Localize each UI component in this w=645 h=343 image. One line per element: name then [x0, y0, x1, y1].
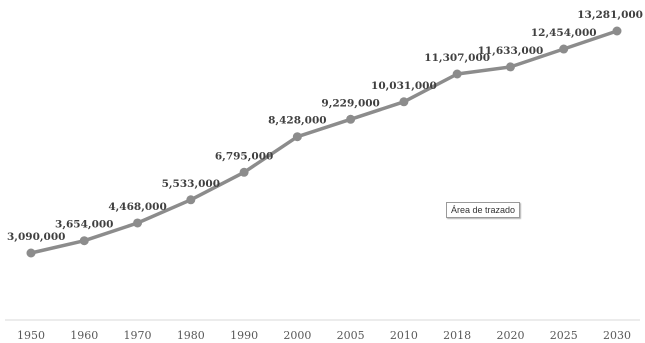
plot-area-tooltip: Área de trazado [446, 202, 521, 218]
x-tick-label: 1960 [70, 329, 98, 342]
data-point [292, 132, 302, 142]
data-label: 5,533,000 [162, 178, 220, 190]
x-tick-label: 2010 [390, 329, 418, 342]
data-point [346, 114, 356, 124]
data-point [505, 62, 515, 72]
data-label: 4,468,000 [108, 201, 166, 213]
data-label: 8,428,000 [268, 115, 326, 127]
data-point [239, 167, 249, 177]
data-label: 11,633,000 [478, 45, 544, 57]
data-point [559, 44, 569, 54]
data-label: 13,281,000 [577, 9, 643, 21]
x-tick-label: 2020 [496, 329, 524, 342]
x-tick-label: 2005 [337, 329, 365, 342]
data-label: 12,454,000 [531, 27, 597, 39]
series-layer [26, 26, 622, 258]
data-point [79, 236, 89, 246]
x-tick-layer: 1950 1960 1970 1980 1990 2000 2005 2010 2018 2020… [17, 329, 631, 342]
x-tick-label: 1970 [124, 329, 152, 342]
data-label: 9,229,000 [321, 97, 379, 109]
x-tick-label: 2025 [550, 329, 578, 342]
data-label: 11,307,000 [424, 52, 490, 64]
x-tick-label: 2030 [603, 329, 631, 342]
data-point [612, 26, 622, 36]
data-point [452, 69, 462, 79]
x-tick-label: 2018 [443, 329, 471, 342]
data-point [186, 195, 196, 205]
series-line [30, 29, 618, 255]
x-tick-label: 2000 [283, 329, 311, 342]
data-label: 10,031,000 [371, 80, 437, 92]
data-label: 3,654,000 [55, 219, 113, 231]
data-point [399, 97, 409, 107]
data-point [26, 248, 36, 258]
data-label: 3,090,000 [7, 231, 65, 243]
data-point [133, 218, 143, 228]
x-tick-label: 1980 [177, 329, 205, 342]
x-tick-label: 1990 [230, 329, 258, 342]
x-tick-label: 1950 [17, 329, 45, 342]
data-label: 6,795,000 [215, 150, 273, 162]
